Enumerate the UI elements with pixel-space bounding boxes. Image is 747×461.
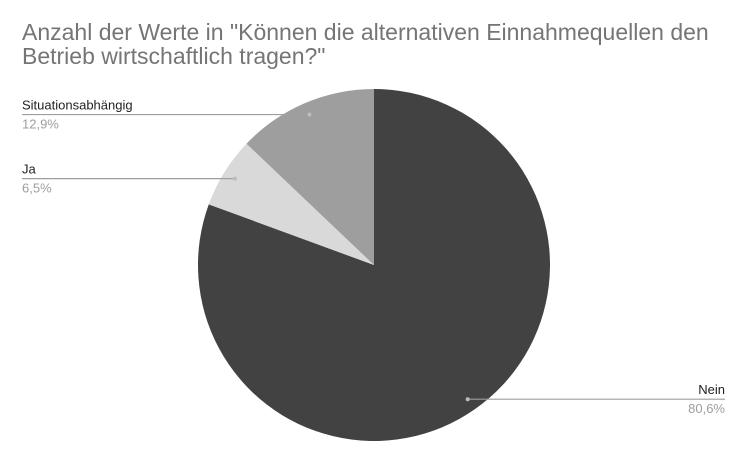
slice-label: Situationsabhängig [22, 98, 133, 113]
slice-label: Ja [22, 162, 37, 177]
slice-label: Nein [698, 382, 725, 397]
pie-slice [197, 89, 550, 441]
chart-title: Anzahl der Werte in "Können die alternat… [22, 19, 709, 69]
slice-value-label: 6,5% [22, 181, 52, 196]
pie-slice [246, 89, 374, 265]
leader-dot [307, 112, 312, 117]
slice-value-label: 12,9% [22, 117, 59, 132]
leader-dot [465, 397, 470, 402]
pie-slice [208, 143, 374, 265]
slice-value-label: 80,6% [688, 401, 725, 416]
leader-dot [232, 176, 237, 181]
